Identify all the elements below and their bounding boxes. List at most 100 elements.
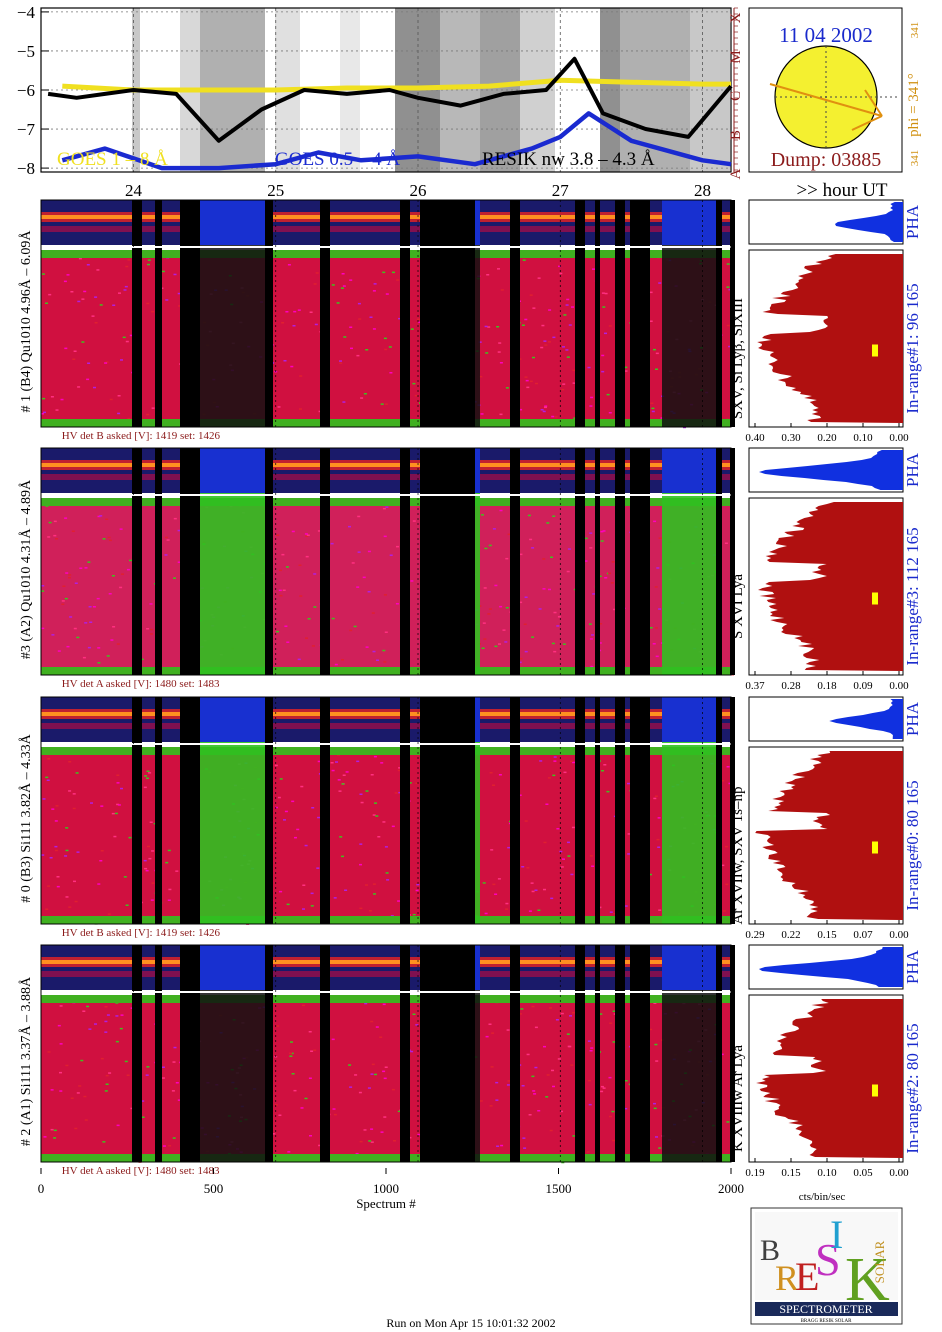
pha-band — [41, 971, 731, 977]
speckle — [171, 1090, 175, 1092]
speckle — [589, 638, 593, 640]
hv-readout: HV det B asked [V]: 1419 set: 1426 — [62, 430, 221, 442]
spectrum-histogram — [756, 999, 903, 1158]
speckle — [654, 1043, 658, 1046]
speckle — [342, 401, 346, 403]
speckle — [344, 889, 348, 891]
speckle — [45, 776, 49, 779]
speckle — [343, 336, 347, 338]
speckle — [563, 771, 567, 774]
speckle — [276, 1025, 280, 1027]
speckle — [317, 816, 321, 819]
speckle — [528, 910, 532, 912]
data-gap — [575, 448, 585, 675]
speckle — [45, 505, 49, 507]
speckle — [289, 1052, 293, 1054]
speckle — [521, 1085, 525, 1087]
speckle — [279, 778, 283, 780]
speckle — [41, 413, 44, 415]
speckle — [145, 1074, 149, 1076]
speckle — [497, 268, 500, 270]
speckle — [553, 611, 557, 614]
speckle — [566, 570, 570, 573]
speckle — [99, 860, 103, 862]
speckle — [341, 659, 344, 661]
speckle — [151, 882, 155, 884]
speckle — [89, 621, 93, 623]
speckle — [532, 307, 536, 309]
speckle — [43, 411, 46, 414]
speckle — [149, 603, 153, 605]
speckle — [658, 608, 662, 610]
speckle — [104, 362, 108, 364]
speckle — [612, 1041, 616, 1043]
data-gap — [420, 448, 475, 675]
speckle — [356, 586, 360, 588]
speckle — [609, 911, 613, 913]
speckle — [74, 1127, 78, 1130]
speckle — [116, 1124, 120, 1127]
speckle — [540, 409, 544, 411]
speckle — [603, 764, 607, 766]
speckle — [304, 1097, 308, 1100]
phi-small: 341 — [909, 150, 921, 167]
hist-tick-label: 0.09 — [853, 680, 873, 692]
speckle — [373, 283, 377, 285]
speckle — [589, 405, 593, 407]
speckle — [495, 1081, 499, 1084]
speckle — [380, 403, 384, 405]
data-gap — [155, 697, 162, 924]
speckle — [341, 273, 345, 275]
speckle — [112, 626, 116, 628]
speckle — [372, 328, 376, 330]
speckle — [113, 835, 117, 838]
speckle — [546, 522, 550, 524]
speckle — [64, 347, 68, 350]
speckle — [588, 623, 592, 625]
speckle — [111, 812, 115, 815]
speckle — [106, 1014, 110, 1016]
speckle — [590, 665, 594, 668]
speckle — [107, 536, 111, 539]
speckle — [624, 370, 628, 372]
speckle — [488, 544, 492, 547]
data-gap — [265, 200, 273, 427]
speckle — [497, 351, 501, 353]
speckle — [588, 1103, 592, 1106]
data-gap — [320, 945, 330, 1162]
speckle — [390, 915, 394, 917]
speckle — [649, 320, 653, 322]
speckle — [602, 530, 606, 532]
hour-tick-label: 28 — [694, 181, 711, 200]
speckle — [161, 1077, 165, 1079]
hist-tick-label: 0.10 — [853, 432, 873, 444]
speckle — [91, 315, 95, 317]
speckle — [339, 362, 343, 364]
speckle — [70, 291, 74, 293]
speckle — [557, 616, 561, 618]
speckle — [383, 535, 387, 538]
speckle — [53, 520, 57, 523]
speckle — [151, 310, 155, 313]
speckle — [535, 382, 538, 385]
speckle — [521, 866, 525, 868]
speckle — [279, 890, 283, 893]
mean-marker — [872, 841, 878, 854]
speckle — [161, 270, 165, 273]
speckle — [562, 346, 565, 348]
speckle — [349, 279, 353, 281]
speckle — [389, 554, 393, 556]
hist-tick-label: 0.28 — [781, 680, 801, 692]
hist-tick-label: 0.20 — [817, 432, 837, 444]
speckle — [559, 272, 563, 275]
speckle — [341, 855, 344, 858]
speckle — [108, 1072, 112, 1074]
speckle — [77, 386, 81, 388]
speckle — [570, 1064, 574, 1066]
speckle — [305, 555, 309, 558]
speckle — [412, 1013, 416, 1015]
speckle — [173, 577, 176, 579]
speckle — [600, 530, 604, 533]
